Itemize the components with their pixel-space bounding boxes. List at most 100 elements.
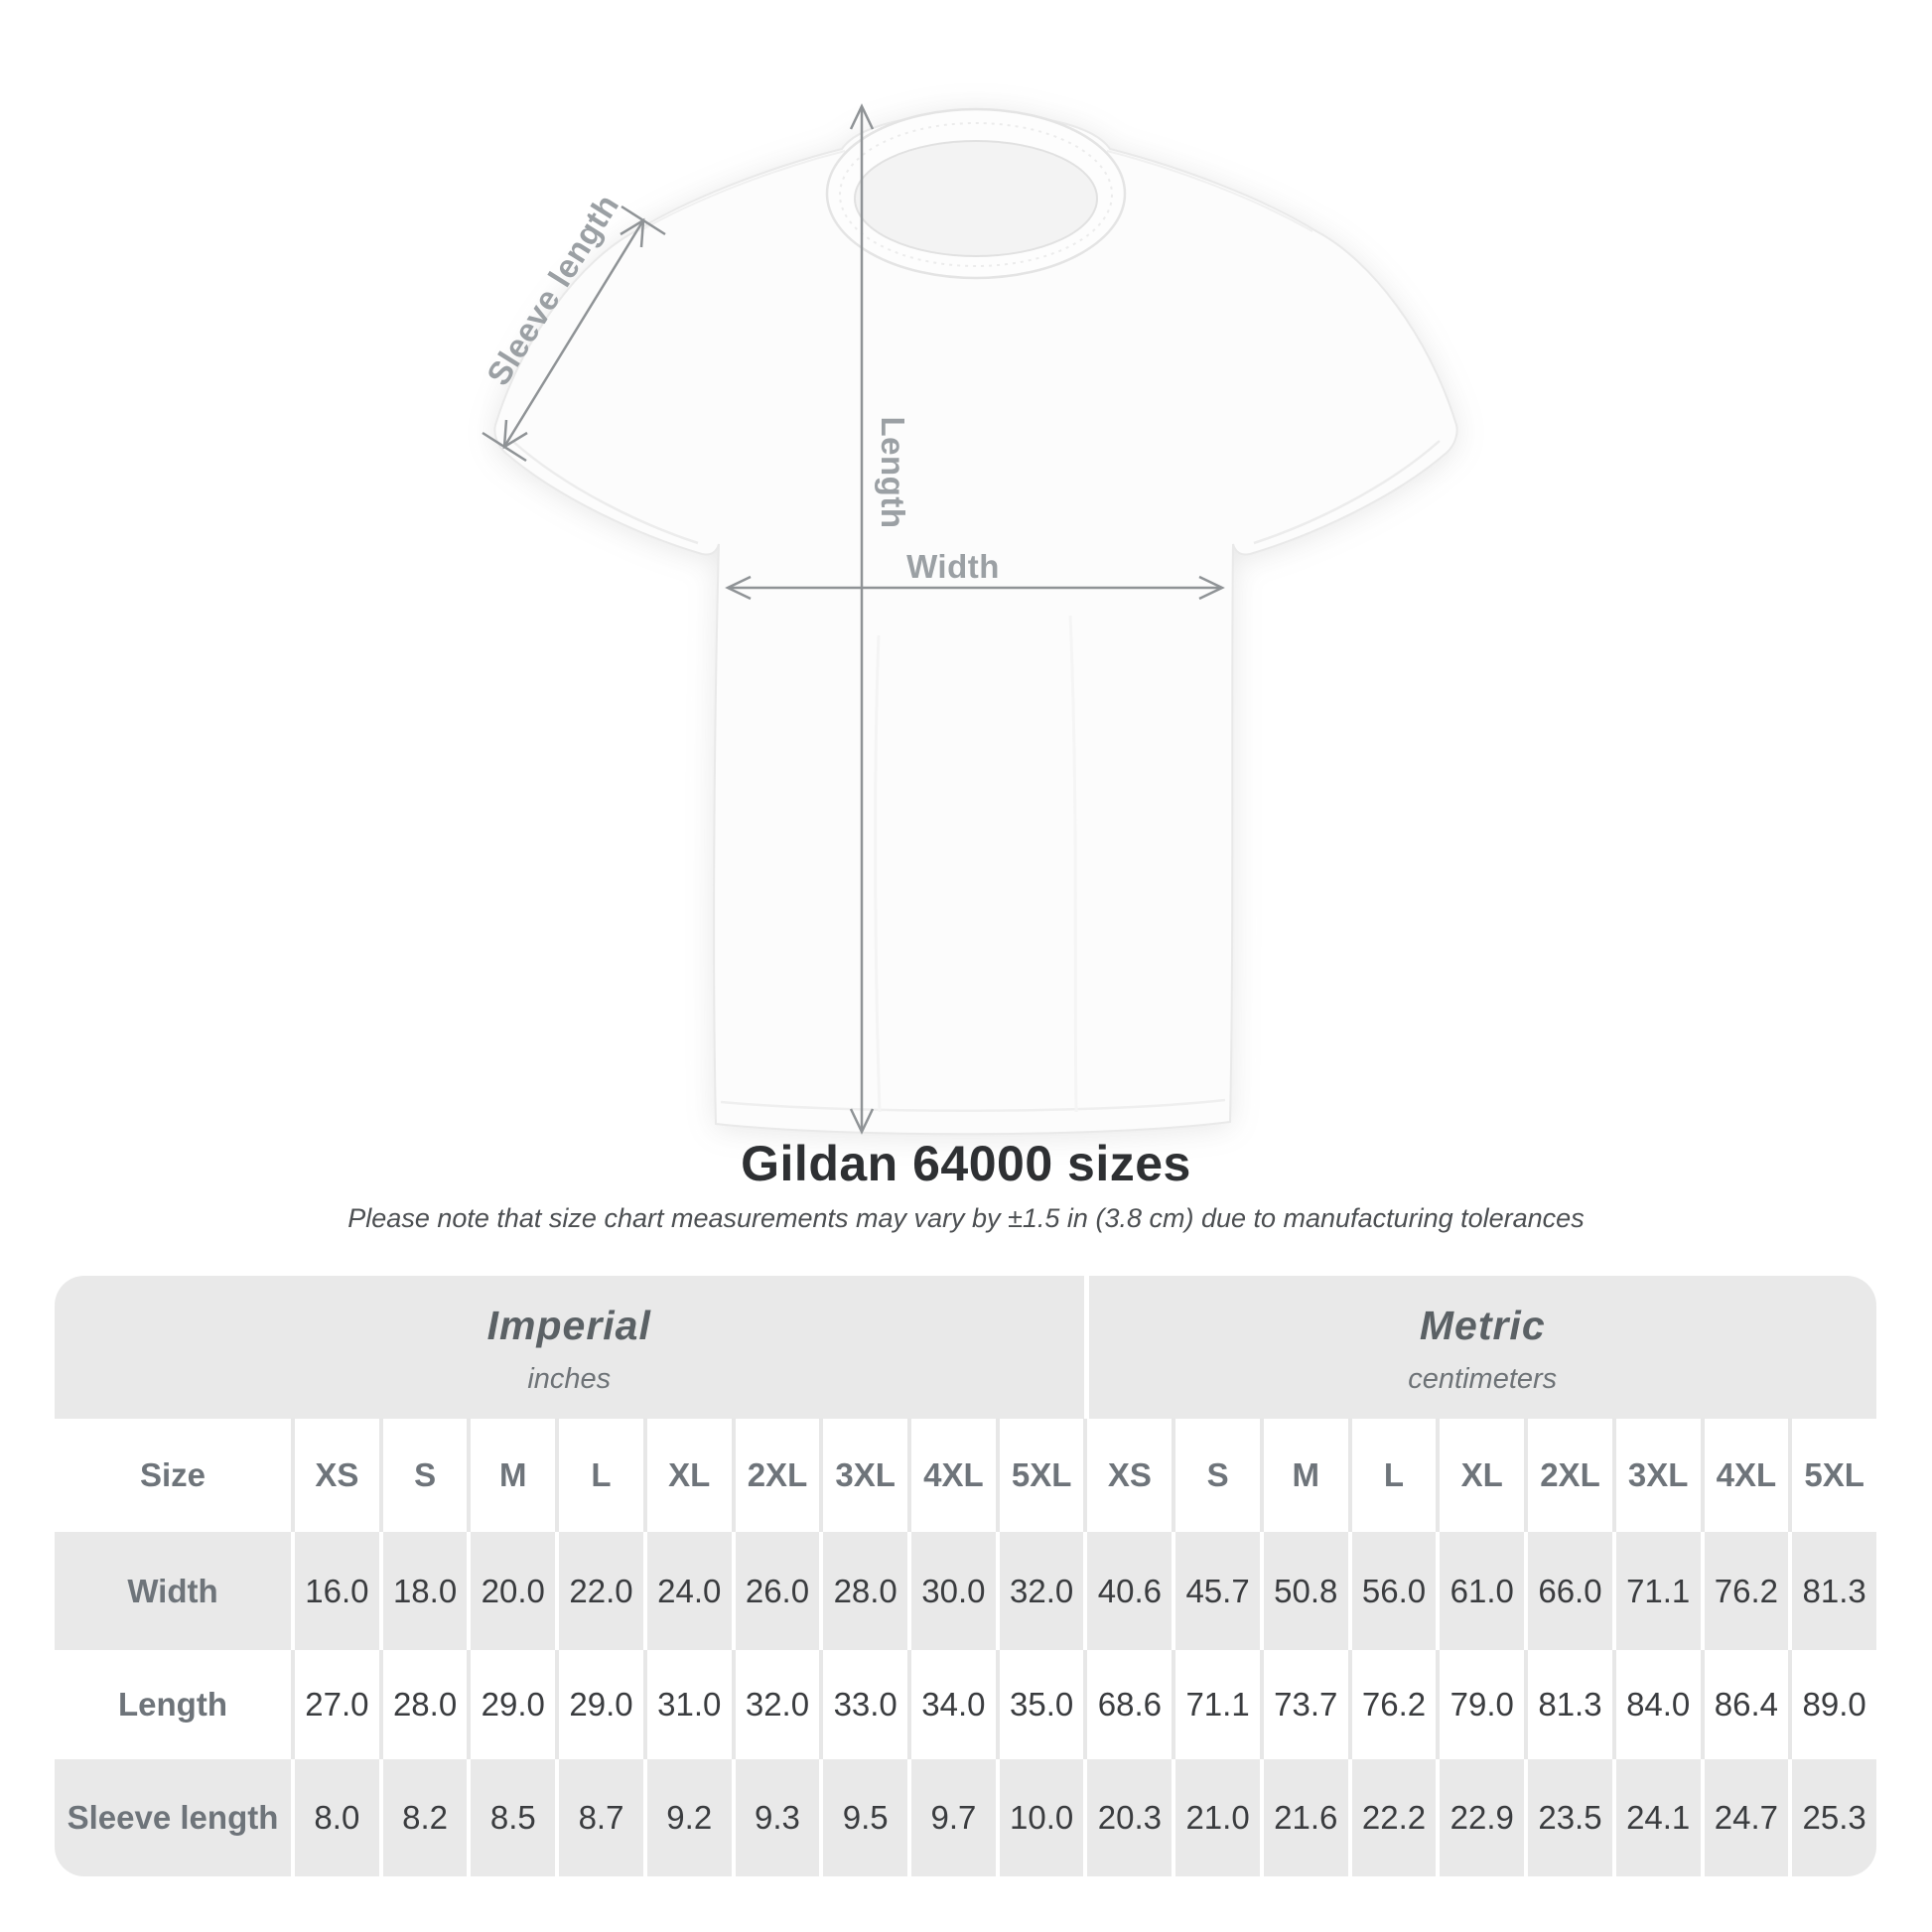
cell: 50.8 (1259, 1532, 1348, 1650)
cell: 18.0 (378, 1532, 468, 1650)
size-col: XL (1436, 1419, 1524, 1532)
size-col: L (555, 1419, 643, 1532)
sleeve-dimension-line (482, 205, 666, 463)
left-cuff-seam (511, 440, 699, 545)
cell: 84.0 (1611, 1650, 1701, 1759)
cell: 26.0 (731, 1532, 820, 1650)
cell: 30.0 (907, 1532, 996, 1650)
arrowhead-up (849, 103, 875, 130)
metric-section-unit: centimeters (1408, 1363, 1558, 1395)
body-crease-left (874, 634, 882, 1113)
page-title: Gildan 64000 sizes (741, 1136, 1191, 1191)
cell: 20.0 (467, 1532, 555, 1650)
tshirt-body (493, 112, 1458, 1136)
cell: 81.3 (1788, 1532, 1876, 1650)
cell: 34.0 (907, 1650, 996, 1759)
tshirt-graphic (493, 107, 1458, 1136)
size-header-cell: Size (139, 1456, 207, 1493)
cell: 20.3 (1083, 1759, 1172, 1876)
cell: 9.2 (642, 1759, 732, 1876)
dimension-lines (482, 103, 1225, 1135)
size-col: 2XL (731, 1419, 820, 1532)
size-col: M (467, 1419, 555, 1532)
cell: 56.0 (1347, 1532, 1437, 1650)
cell: 9.7 (907, 1759, 996, 1876)
size-col: 3XL (819, 1419, 907, 1532)
collar-stitch (839, 122, 1113, 267)
imperial-section-header: Imperial inches (55, 1276, 1084, 1419)
size-col: XS (1083, 1419, 1172, 1532)
size-table: Imperial inches Metric centimeters Size … (55, 1276, 1876, 1876)
size-col: XL (642, 1419, 732, 1532)
cell: 45.7 (1172, 1532, 1260, 1650)
cell: 89.0 (1788, 1650, 1876, 1759)
cell: 16.0 (291, 1532, 379, 1650)
size-col: XS (291, 1419, 379, 1532)
cell: 76.2 (1700, 1532, 1789, 1650)
cell: 28.0 (378, 1650, 468, 1759)
cell: 68.6 (1083, 1650, 1172, 1759)
cell: 32.0 (731, 1650, 820, 1759)
metric-section-title: Metric (1419, 1303, 1546, 1348)
cell: 24.7 (1700, 1759, 1789, 1876)
size-col: 4XL (907, 1419, 996, 1532)
size-col: 4XL (1700, 1419, 1789, 1532)
hem-seam (720, 1098, 1226, 1113)
cell: 71.1 (1611, 1532, 1701, 1650)
right-cuff-seam (1253, 440, 1441, 545)
metric-section-header: Metric centimeters (1083, 1276, 1877, 1419)
cell: 24.0 (642, 1532, 732, 1650)
cell: 8.5 (467, 1759, 555, 1876)
cell: 31.0 (642, 1650, 732, 1759)
cell: 40.6 (1083, 1532, 1172, 1650)
imperial-section-title: Imperial (486, 1303, 651, 1348)
cell: 10.0 (995, 1759, 1084, 1876)
cell: 21.0 (1172, 1759, 1260, 1876)
size-col: 2XL (1524, 1419, 1612, 1532)
cell: 71.1 (1172, 1650, 1260, 1759)
size-header-row: Size XS S M L XL 2XL 3XL 4XL 5XL XS S M … (55, 1419, 1876, 1532)
left-shoulder-seam (638, 150, 846, 232)
right-shoulder-seam (1106, 150, 1313, 232)
cell: 9.5 (819, 1759, 907, 1876)
table-rows: Size XS S M L XL 2XL 3XL 4XL 5XL XS S M … (55, 1419, 1876, 1876)
arrowhead-lower (502, 419, 528, 450)
length-label: Length (875, 416, 911, 529)
cell: 24.1 (1611, 1759, 1701, 1876)
cell: 21.6 (1259, 1759, 1348, 1876)
size-col: S (378, 1419, 468, 1532)
length-row: Length 27.0 28.0 29.0 29.0 31.0 32.0 33.… (55, 1650, 1876, 1759)
imperial-section-unit: inches (527, 1363, 612, 1395)
cell: 8.7 (555, 1759, 643, 1876)
body-crease-right (1068, 615, 1078, 1113)
cell: 32.0 (995, 1532, 1084, 1650)
row-label: Sleeve length (67, 1799, 279, 1836)
cell: 8.2 (378, 1759, 468, 1876)
cell: 81.3 (1524, 1650, 1612, 1759)
arrowhead-down (849, 1108, 875, 1135)
sleeve-length-row: Sleeve length 8.0 8.2 8.5 8.7 9.2 9.3 9.… (55, 1759, 1876, 1876)
cell: 22.0 (555, 1532, 643, 1650)
cell: 73.7 (1259, 1650, 1348, 1759)
width-dimension-line (725, 575, 1225, 601)
row-label: Width (127, 1572, 218, 1609)
cell: 27.0 (291, 1650, 379, 1759)
cell: 61.0 (1436, 1532, 1524, 1650)
cell: 28.0 (819, 1532, 907, 1650)
cell: 79.0 (1436, 1650, 1524, 1759)
size-col: S (1172, 1419, 1260, 1532)
size-col: M (1259, 1419, 1348, 1532)
row-label: Length (118, 1686, 227, 1723)
cell: 35.0 (995, 1650, 1084, 1759)
arrowhead-right (1198, 575, 1225, 601)
collar-inner (854, 140, 1098, 257)
arrowhead-left (725, 575, 752, 601)
cell: 29.0 (467, 1650, 555, 1759)
cell: 33.0 (819, 1650, 907, 1759)
cell: 22.2 (1347, 1759, 1437, 1876)
cell: 9.3 (731, 1759, 820, 1876)
cell: 76.2 (1347, 1650, 1437, 1759)
tolerance-note: Please note that size chart measurements… (347, 1203, 1585, 1233)
